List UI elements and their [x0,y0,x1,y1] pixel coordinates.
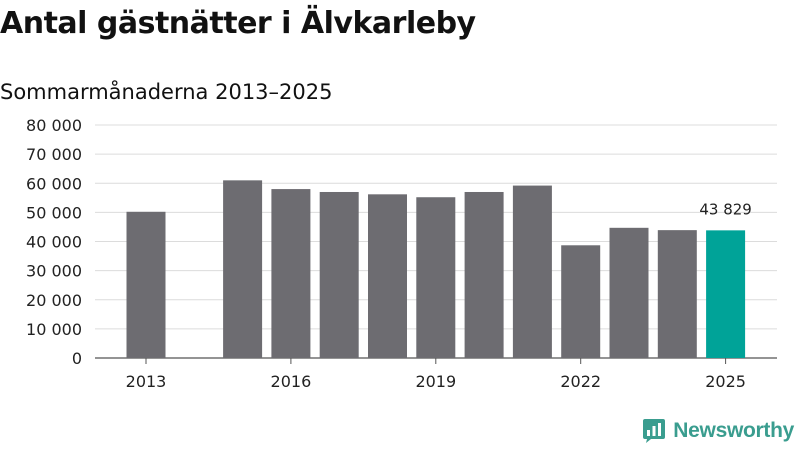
x-tick-label: 2013 [126,372,167,391]
bar-2019 [416,197,456,358]
y-tick-label: 0 [72,349,82,368]
bar-chart-bubble-icon [643,419,666,443]
y-tick-label: 70 000 [26,145,82,164]
y-tick-label: 30 000 [26,262,82,281]
bar-2020 [464,191,504,358]
x-tick-label: 2019 [415,372,456,391]
bar-2025 [706,230,746,358]
data-labels: 43 829 [699,200,752,218]
y-axis-tick-labels: 0 10 000 20 000 30 000 40 000 50 000 60 000 70 … [26,116,82,368]
chart-title: Antal gästnätter i Älvkarleby [0,6,476,41]
bar-2024 [657,230,697,358]
y-tick-label: 20 000 [26,291,82,310]
bar-2015 [223,180,263,358]
x-tick-label: 2025 [705,372,746,391]
y-tick-label: 10 000 [26,320,82,339]
bar-2021 [512,185,552,358]
x-tick-label: 2022 [560,372,601,391]
bar-2013 [126,211,166,358]
bars [126,180,746,358]
x-tick-label: 2016 [271,372,312,391]
bar-2023 [609,227,649,358]
y-tick-label: 80 000 [26,116,82,135]
newsworthy-logo: Newsworthy [642,418,794,444]
bar-2018 [368,194,407,358]
bar-2017 [319,191,359,358]
brand-name: Newsworthy [673,419,794,442]
chart-subtitle: Sommarmånaderna 2013–2025 [0,80,333,104]
y-tick-label: 60 000 [26,174,82,193]
bar-2022 [561,245,601,358]
y-tick-label: 40 000 [26,233,82,252]
x-axis-tick-labels: 2013 2016 2019 2022 2025 [126,358,746,391]
data-label-2025: 43 829 [699,200,752,218]
y-tick-label: 50 000 [26,203,82,222]
bar-2016 [271,189,311,358]
